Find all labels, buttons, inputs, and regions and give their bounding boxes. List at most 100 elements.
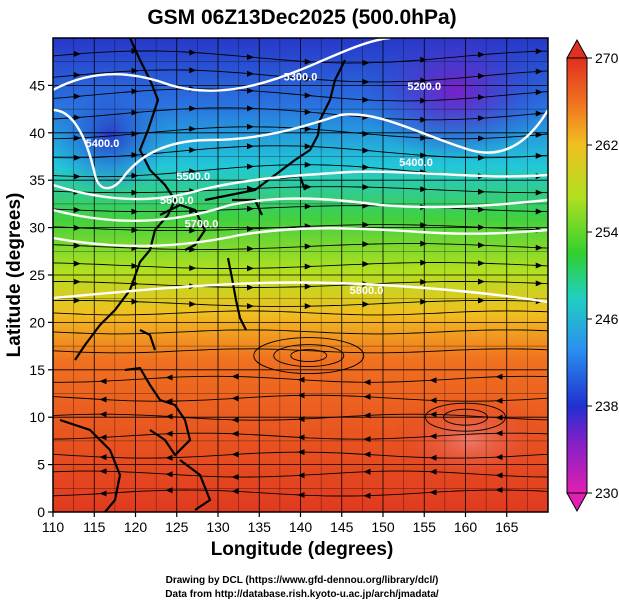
wind-arrow [363, 451, 371, 458]
wind-arrow [231, 488, 239, 495]
credit-line-2: Data from http://database.rish.kyoto-u.a… [165, 589, 439, 600]
wind-arrow [304, 203, 312, 210]
wind-arrow [420, 135, 428, 142]
wind-arrow [247, 284, 254, 291]
wind-arrow [247, 54, 254, 61]
colorbar-ticks: 230 238 246 254 262 270 [587, 50, 619, 501]
wind-arrow [189, 49, 197, 56]
wind-arrow [362, 301, 370, 308]
y-tick-label: 0 [37, 504, 45, 520]
wind-arrow [363, 468, 371, 475]
wind-arrow [304, 283, 312, 290]
wind-arrow [478, 260, 485, 267]
wind-arrow [420, 298, 428, 305]
wind-arrow [304, 125, 312, 132]
wind-arrow [429, 454, 437, 461]
wind-arrow [73, 135, 81, 142]
wind-arrow [304, 303, 312, 310]
wind-arrow [247, 185, 254, 192]
wind-arrow [420, 186, 428, 193]
wind-arrow [362, 130, 370, 137]
wind-arrow [99, 454, 107, 461]
wind-arrow [189, 67, 197, 74]
wind-arrow [189, 125, 197, 132]
wind-arrow [165, 374, 173, 381]
wind-arrow [495, 397, 503, 404]
wind-arrow [363, 492, 371, 499]
wind-arrow [73, 154, 81, 161]
wind-arrow [131, 227, 139, 234]
wind-arrow [535, 244, 543, 251]
wind-arrow [304, 161, 312, 168]
wind-arrow [362, 184, 370, 191]
wind-arrow [131, 208, 139, 215]
wind-arrow [165, 454, 173, 461]
y-tick-label: 40 [29, 125, 45, 141]
wind-arrow [231, 416, 239, 423]
wind-arrow [189, 105, 197, 112]
wind-arrow [297, 392, 305, 399]
wind-arrow [131, 109, 139, 116]
y-tick-label: 25 [29, 267, 45, 283]
wind-arrow [247, 163, 254, 170]
wind-arrow [420, 56, 428, 63]
grid-lines [53, 38, 548, 512]
wind-arrow [429, 489, 437, 496]
wind-arrow [478, 242, 485, 249]
wind-arrow [247, 265, 254, 272]
wind-arrow [304, 75, 312, 82]
colorbar-tick-label: 270 [595, 50, 619, 66]
plot-area: 5200.0 5300.0 5400.0 5400.0 5500.0 5600.0 5700… [53, 38, 548, 512]
wind-arrow [231, 395, 239, 402]
wind-arrow [362, 164, 370, 171]
wind-arrow [189, 168, 197, 175]
wind-arrow [297, 434, 305, 441]
wind-arrow [478, 297, 485, 304]
wind-arrow [73, 278, 81, 285]
contour-label: 5500.0 [176, 171, 210, 183]
wind-arrow [247, 143, 254, 150]
wind-arrow [73, 114, 81, 121]
wind-arrow [535, 189, 543, 196]
colorbar: 230 238 246 254 262 270 [566, 38, 619, 513]
colorbar-bottom-arrow [566, 492, 588, 513]
wind-arrow [247, 123, 254, 130]
y-tick-label: 30 [29, 220, 45, 236]
wind-arrow [495, 472, 503, 479]
wind-arrow [535, 262, 543, 269]
wind-arrow [420, 97, 428, 104]
contour-label: 5600.0 [160, 195, 194, 207]
wind-arrow [73, 72, 81, 79]
wind-arrow [362, 59, 370, 66]
wind-arrow [535, 280, 543, 287]
wind-arrow [429, 468, 437, 475]
x-tick-label: 160 [454, 519, 478, 535]
wind-arrow [535, 48, 543, 55]
wind-arrow [362, 78, 370, 85]
colorbar-tick-label: 238 [595, 398, 619, 414]
wind-arrow [535, 208, 543, 215]
wind-arrow [73, 207, 81, 214]
colorbar-tick-label: 262 [595, 137, 619, 153]
wind-arrow [99, 490, 107, 497]
contour-label: 5700.0 [185, 219, 219, 231]
wind-arrow [420, 222, 428, 229]
wind-arrow [165, 430, 173, 437]
wind-arrow [362, 221, 370, 228]
wind-arrow [535, 152, 543, 159]
wind-arrow [304, 263, 312, 270]
wind-arrow [297, 472, 305, 479]
wind-arrow [99, 468, 107, 475]
wind-arrow [189, 227, 197, 234]
wind-arrow [99, 434, 107, 441]
contour-label: 5800.0 [350, 285, 384, 297]
y-tick-label: 35 [29, 172, 45, 188]
wind-arrow [429, 377, 437, 384]
wind-arrow [73, 173, 81, 180]
wind-arrow [429, 397, 437, 404]
wind-arrow [362, 241, 370, 248]
wind-arrow [420, 240, 428, 247]
contour-label: 5400.0 [399, 157, 433, 169]
x-tick-label: 165 [495, 519, 519, 535]
cold-low-west [53, 75, 170, 195]
